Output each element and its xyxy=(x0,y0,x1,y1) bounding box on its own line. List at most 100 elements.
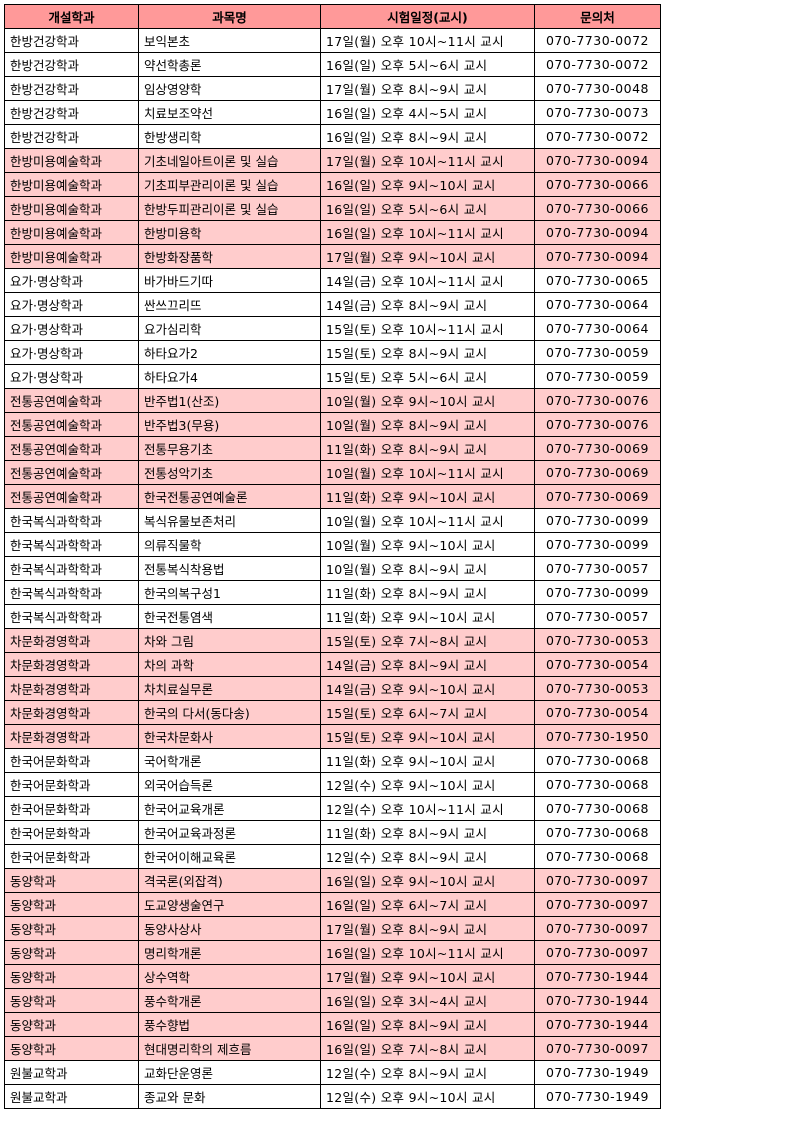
schedule-cell: 16일(일) 오후 5시~6시 교시 xyxy=(320,196,535,221)
contact-cell: 070-7730-0064 xyxy=(534,316,661,341)
contact-cell: 070-7730-0099 xyxy=(534,508,661,533)
course-cell: 풍수향법 xyxy=(138,1012,321,1037)
table-row: 동양학과 도교양생술연구 16일(일) 오후 6시~7시 교시 070-7730-00… xyxy=(4,892,661,917)
course-cell: 한국어이해교육론 xyxy=(138,844,321,869)
dept-cell: 한방건강학과 xyxy=(4,124,139,149)
schedule-cell: 17일(월) 오후 9시~10시 교시 xyxy=(320,964,535,989)
contact-cell: 070-7730-1944 xyxy=(534,1012,661,1037)
contact-cell: 070-7730-0048 xyxy=(534,76,661,101)
table-row: 한방미용예술학과 기초네일아트이론 및 실습 17일(월) 오후 10시~11시 교… xyxy=(4,148,661,173)
contact-cell: 070-7730-0097 xyxy=(534,868,661,893)
dept-cell: 한방미용예술학과 xyxy=(4,148,139,173)
table-row: 원불교학과 교화단운영론 12일(수) 오후 8시~9시 교시 070-7730-19… xyxy=(4,1060,661,1085)
contact-cell: 070-7730-0069 xyxy=(534,484,661,509)
table-row: 전통공연예술학과 한국전통공연예술론 11일(화) 오후 9시~10시 교시 070-… xyxy=(4,484,661,509)
course-cell: 차와 그림 xyxy=(138,628,321,653)
contact-cell: 070-7730-0068 xyxy=(534,748,661,773)
schedule-cell: 12일(수) 오후 8시~9시 교시 xyxy=(320,1060,535,1085)
dept-cell: 동양학과 xyxy=(4,1036,139,1061)
course-cell: 외국어습득론 xyxy=(138,772,321,797)
schedule-cell: 16일(일) 오후 10시~11시 교시 xyxy=(320,220,535,245)
contact-cell: 070-7730-0059 xyxy=(534,364,661,389)
table-row: 동양학과 동양사상사 17일(월) 오후 8시~9시 교시 070-7730-0097 xyxy=(4,916,661,941)
schedule-cell: 16일(일) 오후 9시~10시 교시 xyxy=(320,868,535,893)
course-cell: 바가바드기따 xyxy=(138,268,321,293)
table-row: 차문화경영학과 한국차문화사 15일(토) 오후 9시~10시 교시 070-7730… xyxy=(4,724,661,749)
course-cell: 도교양생술연구 xyxy=(138,892,321,917)
schedule-cell: 16일(일) 오후 7시~8시 교시 xyxy=(320,1036,535,1061)
table-row: 동양학과 격국론(외잡격) 16일(일) 오후 9시~10시 교시 070-7730-… xyxy=(4,868,661,893)
dept-cell: 요가·명상학과 xyxy=(4,364,139,389)
table-row: 한방건강학과 임상영양학 17일(월) 오후 8시~9시 교시 070-7730-00… xyxy=(4,76,661,101)
table-row: 요가·명상학과 하타요가4 15일(토) 오후 5시~6시 교시 070-7730-0… xyxy=(4,364,661,389)
dept-cell: 한국어문화학과 xyxy=(4,844,139,869)
dept-cell: 한방건강학과 xyxy=(4,100,139,125)
table-row: 한방미용예술학과 기초피부관리이론 및 실습 16일(일) 오후 9시~10시 교시… xyxy=(4,172,661,197)
schedule-cell: 10일(월) 오후 10시~11시 교시 xyxy=(320,460,535,485)
course-cell: 한국차문화사 xyxy=(138,724,321,749)
contact-cell: 070-7730-0057 xyxy=(534,604,661,629)
dept-cell: 원불교학과 xyxy=(4,1084,139,1109)
dept-cell: 동양학과 xyxy=(4,1012,139,1037)
contact-cell: 070-7730-0072 xyxy=(534,28,661,53)
schedule-cell: 11일(화) 오후 9시~10시 교시 xyxy=(320,748,535,773)
schedule-cell: 15일(토) 오후 8시~9시 교시 xyxy=(320,340,535,365)
course-cell: 현대명리학의 제흐름 xyxy=(138,1036,321,1061)
course-cell: 복식유물보존처리 xyxy=(138,508,321,533)
course-cell: 한국의 다서(동다송) xyxy=(138,700,321,725)
contact-cell: 070-7730-0054 xyxy=(534,700,661,725)
table-row: 전통공연예술학과 반주법3(무용) 10일(월) 오후 8시~9시 교시 070-77… xyxy=(4,412,661,437)
table-row: 요가·명상학과 하타요가2 15일(토) 오후 8시~9시 교시 070-7730-0… xyxy=(4,340,661,365)
dept-cell: 한방미용예술학과 xyxy=(4,172,139,197)
schedule-cell: 11일(화) 오후 9시~10시 교시 xyxy=(320,604,535,629)
course-cell: 풍수학개론 xyxy=(138,988,321,1013)
schedule-cell: 15일(토) 오후 7시~8시 교시 xyxy=(320,628,535,653)
table-row: 한방미용예술학과 한방두피관리이론 및 실습 16일(일) 오후 5시~6시 교시 0… xyxy=(4,196,661,221)
course-cell: 전통복식착용법 xyxy=(138,556,321,581)
course-cell: 한방두피관리이론 및 실습 xyxy=(138,196,321,221)
contact-cell: 070-7730-0094 xyxy=(534,244,661,269)
table-row: 차문화경영학과 차의 과학 14일(금) 오후 8시~9시 교시 070-7730-0… xyxy=(4,652,661,677)
course-cell: 교화단운영론 xyxy=(138,1060,321,1085)
contact-cell: 070-7730-0068 xyxy=(534,844,661,869)
course-cell: 반주법3(무용) xyxy=(138,412,321,437)
contact-cell: 070-7730-0065 xyxy=(534,268,661,293)
schedule-cell: 17일(월) 오후 8시~9시 교시 xyxy=(320,916,535,941)
course-cell: 한국의복구성1 xyxy=(138,580,321,605)
table-row: 한방건강학과 보익본초 17일(월) 오후 10시~11시 교시 070-7730-0… xyxy=(4,28,661,53)
schedule-cell: 15일(토) 오후 5시~6시 교시 xyxy=(320,364,535,389)
dept-cell: 한방미용예술학과 xyxy=(4,196,139,221)
table-row: 한방건강학과 한방생리학 16일(일) 오후 8시~9시 교시 070-7730-00… xyxy=(4,124,661,149)
course-cell: 하타요가2 xyxy=(138,340,321,365)
contact-cell: 070-7730-0054 xyxy=(534,652,661,677)
dept-cell: 한국복식과학학과 xyxy=(4,556,139,581)
table-row: 한국복식과학학과 한국의복구성1 11일(화) 오후 8시~9시 교시 070-773… xyxy=(4,580,661,605)
course-cell: 하타요가4 xyxy=(138,364,321,389)
contact-cell: 070-7730-0073 xyxy=(534,100,661,125)
schedule-cell: 17일(월) 오후 9시~10시 교시 xyxy=(320,244,535,269)
dept-cell: 동양학과 xyxy=(4,964,139,989)
dept-cell: 동양학과 xyxy=(4,868,139,893)
contact-cell: 070-7730-0097 xyxy=(534,916,661,941)
schedule-cell: 11일(화) 오후 8시~9시 교시 xyxy=(320,580,535,605)
schedule-cell: 14일(금) 오후 8시~9시 교시 xyxy=(320,652,535,677)
contact-cell: 070-7730-0053 xyxy=(534,628,661,653)
course-cell: 명리학개론 xyxy=(138,940,321,965)
course-cell: 한국전통공연예술론 xyxy=(138,484,321,509)
schedule-cell: 16일(일) 오후 10시~11시 교시 xyxy=(320,940,535,965)
dept-cell: 한방미용예술학과 xyxy=(4,244,139,269)
contact-cell: 070-7730-0097 xyxy=(534,940,661,965)
schedule-cell: 15일(토) 오후 6시~7시 교시 xyxy=(320,700,535,725)
schedule-cell: 16일(일) 오후 5시~6시 교시 xyxy=(320,52,535,77)
table-row: 한국어문화학과 국어학개론 11일(화) 오후 9시~10시 교시 070-7730-… xyxy=(4,748,661,773)
contact-cell: 070-7730-0066 xyxy=(534,172,661,197)
dept-cell: 차문화경영학과 xyxy=(4,700,139,725)
course-cell: 국어학개론 xyxy=(138,748,321,773)
schedule-cell: 16일(일) 오후 4시~5시 교시 xyxy=(320,100,535,125)
dept-cell: 한국어문화학과 xyxy=(4,772,139,797)
table-row: 한방건강학과 약선학총론 16일(일) 오후 5시~6시 교시 070-7730-00… xyxy=(4,52,661,77)
schedule-cell: 16일(일) 오후 3시~4시 교시 xyxy=(320,988,535,1013)
dept-cell: 요가·명상학과 xyxy=(4,268,139,293)
header-row: 개설학과 과목명 시험일정(교시) 문의처 xyxy=(4,4,661,29)
contact-cell: 070-7730-0094 xyxy=(534,220,661,245)
